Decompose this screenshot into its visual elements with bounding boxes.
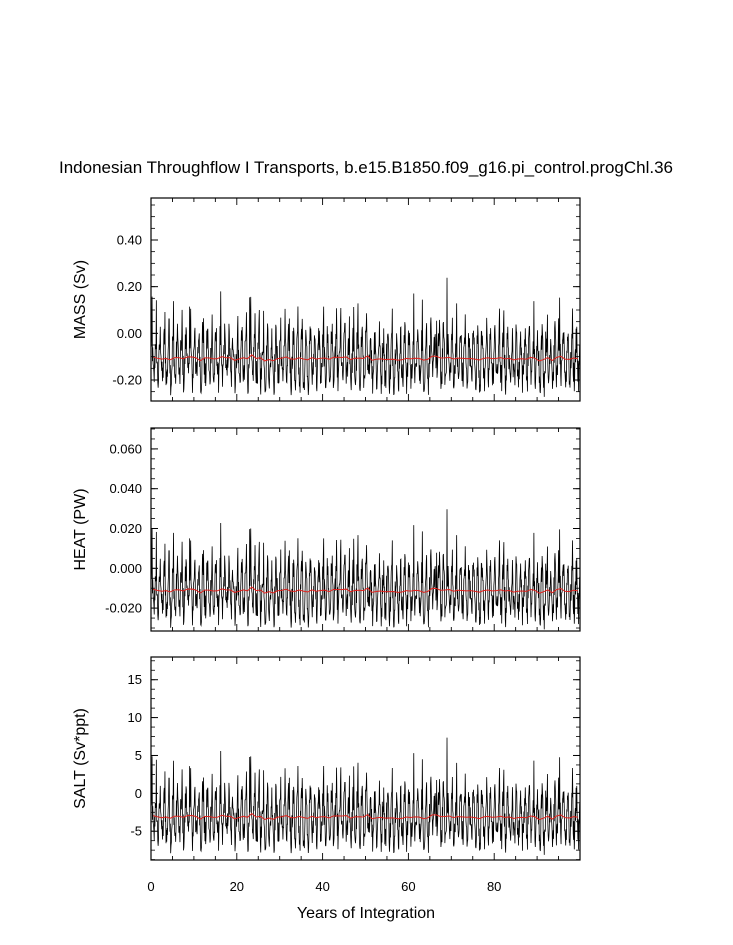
mass-monthly-series [150, 277, 581, 397]
salt-monthly-series [150, 737, 581, 855]
salt-ytick-label: 15 [128, 672, 142, 687]
xtick-label: 20 [230, 879, 244, 894]
panel-heat: -0.020 0.000 0.020 0.040 0.060 HEAT (PW) [72, 427, 581, 632]
salt-y-axis-label: SALT (Sv*ppt) [72, 708, 89, 809]
salt-ytick-label: 5 [135, 748, 142, 763]
heat-monthly-series [150, 509, 581, 630]
mass-ytick-label: -0.20 [112, 373, 142, 388]
mass-ytick-label: 0.20 [117, 279, 142, 294]
heat-ytick-label: 0.000 [109, 561, 142, 576]
xtick-label: 80 [487, 879, 501, 894]
xtick-label: 40 [315, 879, 329, 894]
mass-ytick-label: 0.40 [117, 233, 142, 248]
chart-title: Indonesian Throughflow I Transports, b.e… [59, 158, 673, 177]
salt-ytick-label: 10 [128, 710, 142, 725]
heat-ytick-label: -0.020 [105, 601, 142, 616]
x-axis-label: Years of Integration [297, 905, 435, 922]
mass-y-axis-label: MASS (Sv) [72, 260, 89, 339]
salt-annual-series [153, 812, 578, 821]
xtick-label: 0 [147, 879, 154, 894]
panels: -0.20 0.00 0.20 0.40 MASS (Sv) -0.020 0.000 0.0… [72, 197, 581, 894]
heat-ytick-label: 0.040 [109, 481, 142, 496]
salt-ytick-label: -5 [130, 824, 142, 839]
heat-ytick-label: 0.060 [109, 441, 142, 456]
heat-y-axis-label: HEAT (PW) [72, 488, 89, 570]
heat-ytick-label: 0.020 [109, 521, 142, 536]
panel-mass: -0.20 0.00 0.20 0.40 MASS (Sv) [72, 197, 581, 402]
mass-ytick-label: 0.00 [117, 326, 142, 341]
salt-ytick-label: 0 [135, 786, 142, 801]
xtick-label: 60 [401, 879, 415, 894]
panel-salt: -5 0 5 10 15 SALT (Sv*ppt) [72, 656, 581, 861]
mass-annual-series [153, 354, 578, 362]
heat-annual-series [153, 586, 578, 594]
